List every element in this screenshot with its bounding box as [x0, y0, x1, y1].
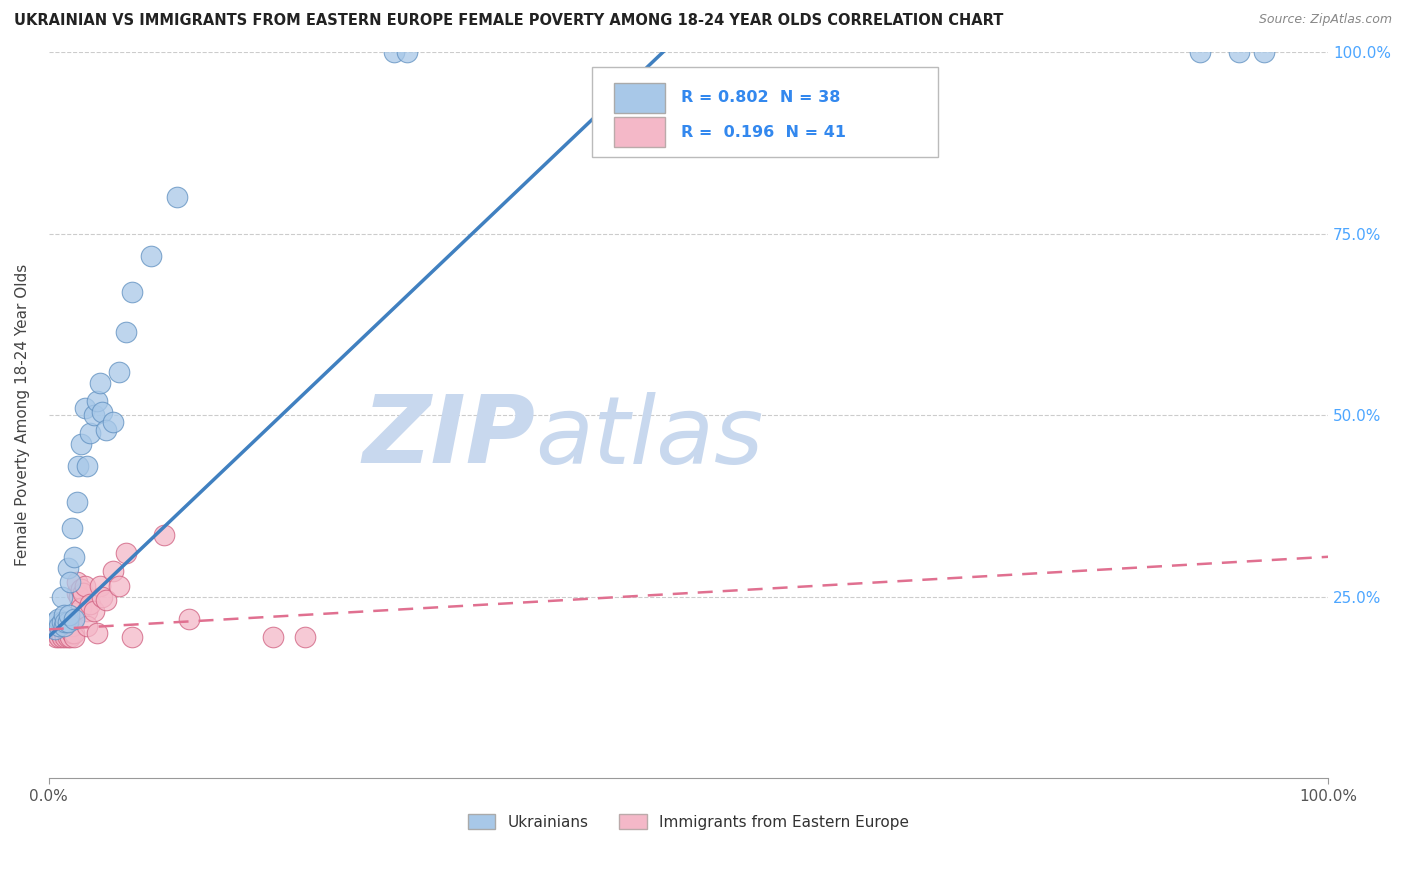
Point: [63, 549, 86, 564]
Point: [53, 626, 76, 640]
Point: [79, 597, 101, 611]
Y-axis label: Female Poverty Among 18-24 Year Olds: Female Poverty Among 18-24 Year Olds: [15, 264, 30, 566]
Point: [51, 619, 73, 633]
Point: [51, 615, 73, 629]
Point: [1253, 45, 1275, 60]
Point: [108, 365, 131, 379]
Point: [51, 590, 73, 604]
FancyBboxPatch shape: [592, 67, 938, 158]
Text: atlas: atlas: [534, 392, 763, 483]
Point: [46, 623, 69, 637]
Point: [76, 619, 98, 633]
Point: [44, 623, 66, 637]
Text: R = 0.802  N = 38: R = 0.802 N = 38: [681, 90, 841, 105]
Point: [91, 404, 114, 418]
Point: [114, 325, 136, 339]
FancyBboxPatch shape: [614, 117, 665, 147]
Point: [1227, 45, 1250, 60]
Point: [108, 579, 131, 593]
Point: [91, 590, 114, 604]
Point: [66, 575, 89, 590]
Point: [60, 626, 83, 640]
Text: ZIP: ZIP: [361, 391, 534, 483]
Point: [76, 604, 98, 618]
Point: [59, 575, 82, 590]
Point: [48, 630, 70, 644]
Point: [83, 604, 105, 618]
Point: [55, 630, 77, 644]
Point: [67, 458, 90, 473]
Text: R =  0.196  N = 41: R = 0.196 N = 41: [681, 125, 846, 139]
Point: [79, 426, 101, 441]
Point: [56, 626, 79, 640]
Point: [294, 630, 316, 644]
Point: [56, 560, 79, 574]
Point: [121, 285, 143, 299]
Point: [69, 582, 91, 597]
Point: [66, 495, 89, 509]
Point: [179, 611, 201, 625]
Point: [44, 615, 66, 629]
Point: [56, 630, 79, 644]
Point: [49, 626, 72, 640]
Point: [382, 45, 405, 60]
Point: [59, 630, 82, 644]
Point: [55, 623, 77, 637]
Point: [58, 623, 80, 637]
Text: Source: ZipAtlas.com: Source: ZipAtlas.com: [1258, 13, 1392, 27]
Point: [96, 423, 118, 437]
Point: [96, 593, 118, 607]
Point: [46, 611, 69, 625]
Point: [63, 630, 86, 644]
Point: [51, 630, 73, 644]
Point: [72, 586, 94, 600]
Point: [63, 611, 86, 625]
Point: [262, 630, 284, 644]
Point: [153, 528, 176, 542]
Point: [89, 579, 111, 593]
Point: [101, 416, 124, 430]
Point: [44, 626, 66, 640]
Point: [69, 437, 91, 451]
Point: [45, 630, 67, 644]
FancyBboxPatch shape: [614, 83, 665, 113]
Text: UKRAINIAN VS IMMIGRANTS FROM EASTERN EUROPE FEMALE POVERTY AMONG 18-24 YEAR OLDS: UKRAINIAN VS IMMIGRANTS FROM EASTERN EUR…: [14, 13, 1004, 29]
Point: [53, 607, 76, 622]
Point: [101, 564, 124, 578]
Point: [58, 607, 80, 622]
Legend: Ukrainians, Immigrants from Eastern Europe: Ukrainians, Immigrants from Eastern Euro…: [461, 808, 915, 836]
Point: [76, 458, 98, 473]
Point: [86, 626, 108, 640]
Point: [1189, 45, 1212, 60]
Point: [66, 586, 89, 600]
Point: [121, 630, 143, 644]
Point: [69, 600, 91, 615]
Point: [48, 619, 70, 633]
Point: [63, 626, 86, 640]
Point: [73, 579, 96, 593]
Point: [83, 408, 105, 422]
Point: [395, 45, 418, 60]
Point: [55, 615, 77, 629]
Point: [89, 376, 111, 390]
Point: [60, 521, 83, 535]
Point: [53, 619, 76, 633]
Point: [60, 619, 83, 633]
Point: [69, 590, 91, 604]
Point: [139, 248, 162, 262]
Point: [56, 615, 79, 629]
Point: [114, 546, 136, 560]
Point: [73, 401, 96, 415]
Point: [166, 190, 188, 204]
Point: [86, 393, 108, 408]
